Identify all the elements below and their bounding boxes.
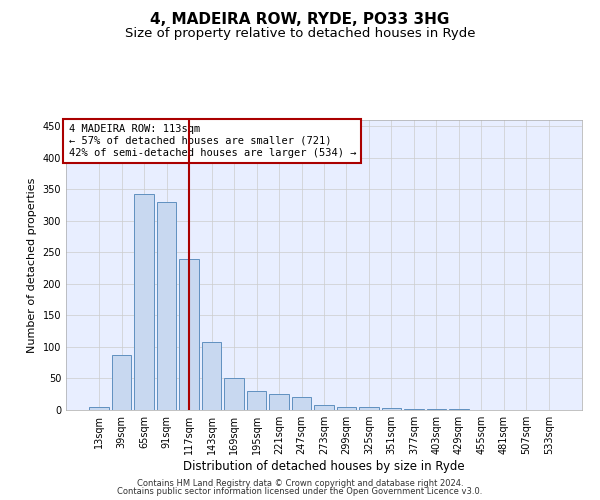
Bar — [89, 407, 109, 410]
Text: Size of property relative to detached houses in Ryde: Size of property relative to detached ho… — [125, 28, 475, 40]
Text: Contains HM Land Registry data © Crown copyright and database right 2024.: Contains HM Land Registry data © Crown c… — [137, 478, 463, 488]
Bar — [404, 408, 424, 410]
Bar — [224, 378, 244, 410]
Bar — [337, 407, 356, 410]
Bar — [292, 398, 311, 410]
Bar — [134, 194, 154, 410]
Bar — [179, 258, 199, 410]
Bar — [202, 342, 221, 410]
Bar — [157, 202, 176, 410]
Text: 4 MADEIRA ROW: 113sqm
← 57% of detached houses are smaller (721)
42% of semi-det: 4 MADEIRA ROW: 113sqm ← 57% of detached … — [68, 124, 356, 158]
Bar — [269, 394, 289, 410]
Bar — [359, 408, 379, 410]
Bar — [112, 354, 131, 410]
Bar — [314, 405, 334, 410]
Bar — [247, 391, 266, 410]
X-axis label: Distribution of detached houses by size in Ryde: Distribution of detached houses by size … — [183, 460, 465, 473]
Text: Contains public sector information licensed under the Open Government Licence v3: Contains public sector information licen… — [118, 488, 482, 496]
Y-axis label: Number of detached properties: Number of detached properties — [27, 178, 37, 352]
Text: 4, MADEIRA ROW, RYDE, PO33 3HG: 4, MADEIRA ROW, RYDE, PO33 3HG — [151, 12, 449, 28]
Bar — [382, 408, 401, 410]
